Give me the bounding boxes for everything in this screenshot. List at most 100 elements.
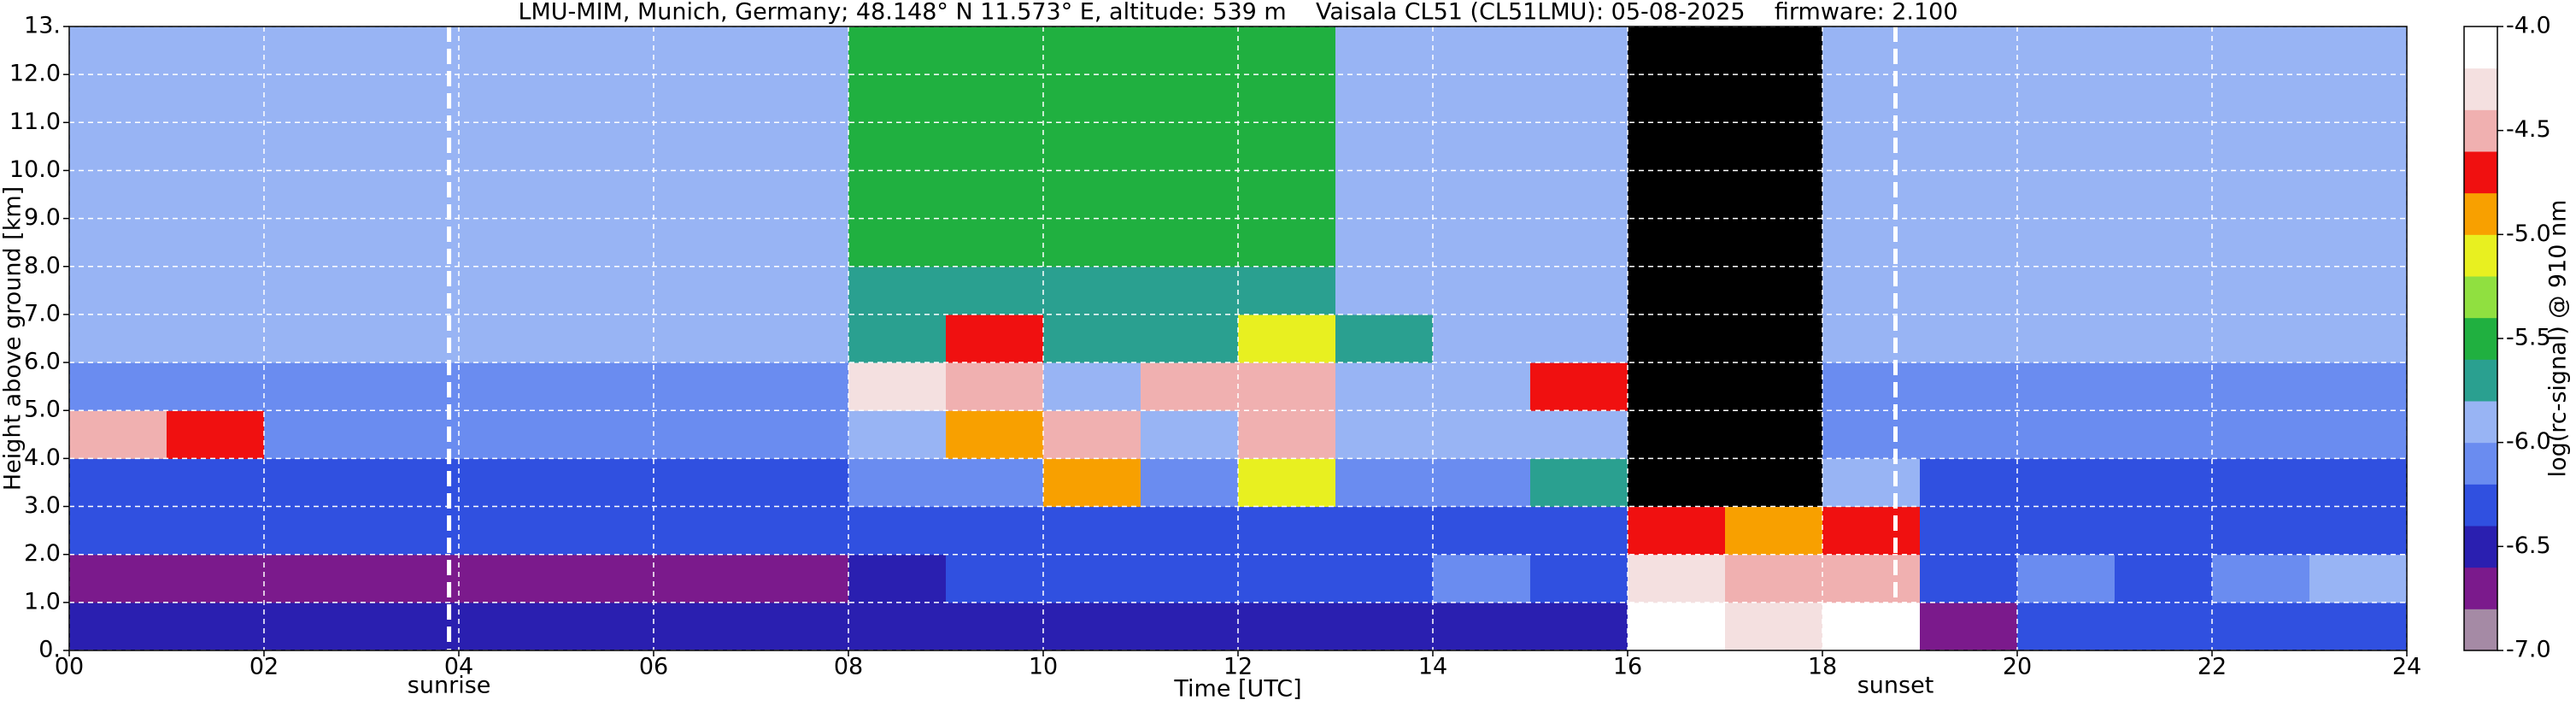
heatmap-cell [264,362,362,411]
heatmap-cell [946,362,1044,411]
heatmap-cell [751,170,849,220]
heatmap-cell [654,458,752,508]
heatmap-cell [848,266,947,315]
heatmap-cell [2017,170,2115,220]
heatmap-cell [2115,170,2213,220]
heatmap-cell [556,218,654,268]
heatmap-cell [1141,602,1239,651]
heatmap-cell [751,410,849,459]
heatmap-cell [654,170,752,220]
heatmap-cell [1043,218,1141,268]
y-tick-label: 9.0 [24,204,61,231]
heatmap-cell [946,170,1044,220]
heatmap-cell [2309,26,2408,75]
heatmap-cell [264,602,362,651]
heatmap-cell [1141,314,1239,363]
heatmap-cell [2309,218,2408,268]
heatmap-cell [1433,506,1531,556]
heatmap-cell [1725,602,1823,651]
heatmap-cell [1335,122,1434,171]
heatmap-cell [264,170,362,220]
heatmap-cell [361,410,460,459]
heatmap-cell [946,266,1044,315]
x-tick-label: 14 [1418,654,1447,680]
heatmap-cell [1433,218,1531,268]
heatmap-cell [69,122,167,171]
heatmap-cell [1822,458,1921,508]
heatmap-cell [1920,26,2018,75]
heatmap-cell [264,554,362,603]
heatmap-cell [2017,26,2115,75]
heatmap-cell [654,602,752,651]
heatmap-cell [2309,74,2408,123]
heatmap-cell [751,602,849,651]
colorbar-tick-label: -4.5 [2506,116,2551,143]
heatmap-cell [2115,218,2213,268]
heatmap-cell [69,410,167,459]
x-axis-label: Time [UTC] [1173,676,1301,703]
heatmap-cell [459,410,557,459]
heatmap-cell [167,554,265,603]
heatmap-cell [1628,266,1726,315]
colorbar-segment [2464,484,2497,527]
x-tick-label: 10 [1029,654,1058,680]
heatmap-cell [264,410,362,459]
heatmap-cell [361,554,460,603]
heatmap-cell [751,218,849,268]
x-tick-label: 12 [1223,654,1253,680]
heatmap-cell [1433,170,1531,220]
heatmap-cell [69,26,167,75]
heatmap-cell [751,458,849,508]
colorbar-segment [2464,526,2497,568]
heatmap-cell [1628,26,1726,75]
heatmap-cell [2017,218,2115,268]
heatmap-cell [1141,506,1239,556]
heatmap-cell [1822,506,1921,556]
heatmap-cell [69,554,167,603]
heatmap-cell [1238,74,1336,123]
heatmap-cell [1822,602,1921,651]
heatmap-cell [1628,122,1726,171]
heatmap-cell [1822,74,1921,123]
heatmap-cell [264,266,362,315]
heatmap-cell [2309,554,2408,603]
heatmap-cell [1530,458,1628,508]
heatmap-cell [848,314,947,363]
heatmap-cell [361,170,460,220]
x-tick-label: 00 [55,654,84,680]
heatmap-cell [1920,314,2018,363]
heatmap-cell [654,26,752,75]
heatmap-cell [459,122,557,171]
heatmap-cell [1628,314,1726,363]
heatmap-cell [361,26,460,75]
colorbar-segment [2464,151,2497,194]
heatmap-cell [654,506,752,556]
heatmap-cell [361,602,460,651]
heatmap-cell [2309,170,2408,220]
heatmap-cell [459,314,557,363]
heatmap-cell [2309,122,2408,171]
y-tick-label: 12.0 [9,61,61,87]
heatmap-cell [2212,458,2310,508]
heatmap-cell [264,218,362,268]
heatmap-cell [2212,266,2310,315]
heatmap-cell [1628,506,1726,556]
y-tick-label: 0. [38,637,61,663]
heatmap-cell [1725,554,1823,603]
heatmap-cell [361,314,460,363]
heatmap-cell [1043,554,1141,603]
heatmap-cell [2017,362,2115,411]
heatmap-cell [1920,170,2018,220]
x-tick-label: 18 [1808,654,1837,680]
heatmap-cell [264,458,362,508]
heatmap-cell [1725,122,1823,171]
heatmap-cell [1822,170,1921,220]
heatmap-cell [1238,602,1336,651]
heatmap-cell [1141,458,1239,508]
heatmap-cell [1530,266,1628,315]
heatmap-cell [2115,314,2213,363]
y-tick-label: 1.0 [24,588,61,615]
heatmap-cell [2017,266,2115,315]
heatmap-cell [1920,602,2018,651]
heatmap-cell [946,554,1044,603]
